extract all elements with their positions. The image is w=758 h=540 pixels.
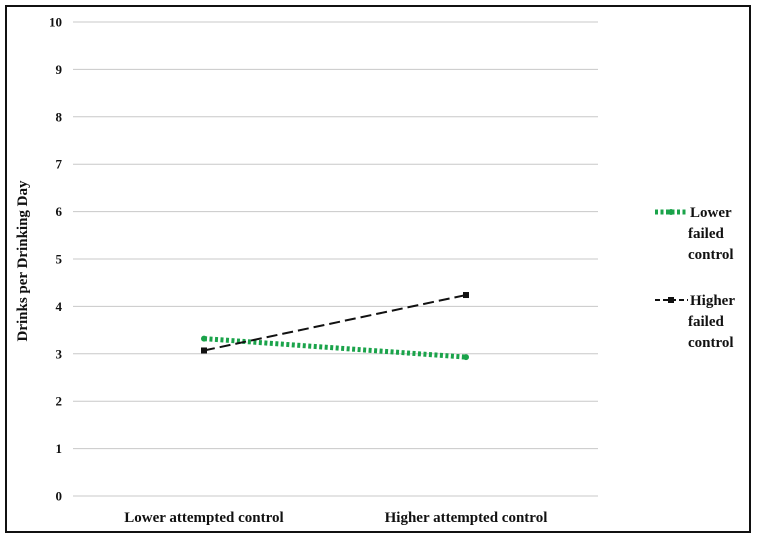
- gridlines: [73, 21, 598, 497]
- data-point: [201, 347, 207, 354]
- chart-frame: [5, 5, 751, 533]
- legend-marker: [668, 297, 674, 303]
- legend-marker: [668, 209, 674, 215]
- legend-item: Higher failed control: [655, 293, 735, 351]
- series: [201, 292, 469, 361]
- y-tick-label: 10: [49, 15, 62, 30]
- series-2: [201, 292, 469, 354]
- y-axis-ticks: 0 1 2 3 4 5 6 7 8 9 10: [49, 15, 63, 504]
- y-tick-label: 4: [56, 299, 63, 314]
- data-point: [463, 292, 469, 299]
- y-tick-label: 6: [56, 204, 63, 219]
- legend-label: Lower failed control: [688, 205, 734, 263]
- y-tick-label: 5: [56, 252, 63, 267]
- series-line: [203, 294, 467, 352]
- y-tick-label: 0: [56, 489, 63, 504]
- x-axis-categories: Lower attempted control Higher attempted …: [124, 510, 547, 526]
- legend: Lower failed control Higher failed control: [655, 205, 735, 351]
- y-tick-label: 1: [56, 441, 63, 456]
- y-axis-label: Drinks per Drinking Day: [15, 180, 31, 342]
- y-tick-label: 7: [56, 157, 63, 172]
- x-category-label: Higher attempted control: [385, 510, 548, 526]
- legend-item: Lower failed control: [655, 205, 734, 263]
- x-category-label: Lower attempted control: [124, 510, 283, 526]
- data-point: [201, 335, 207, 342]
- y-tick-label: 2: [56, 394, 63, 409]
- legend-label: Higher failed control: [688, 293, 735, 351]
- y-tick-label: 9: [56, 62, 63, 77]
- y-tick-label: 3: [56, 346, 63, 361]
- y-tick-label: 8: [56, 109, 63, 124]
- series-1: [201, 335, 469, 361]
- data-point: [463, 354, 469, 361]
